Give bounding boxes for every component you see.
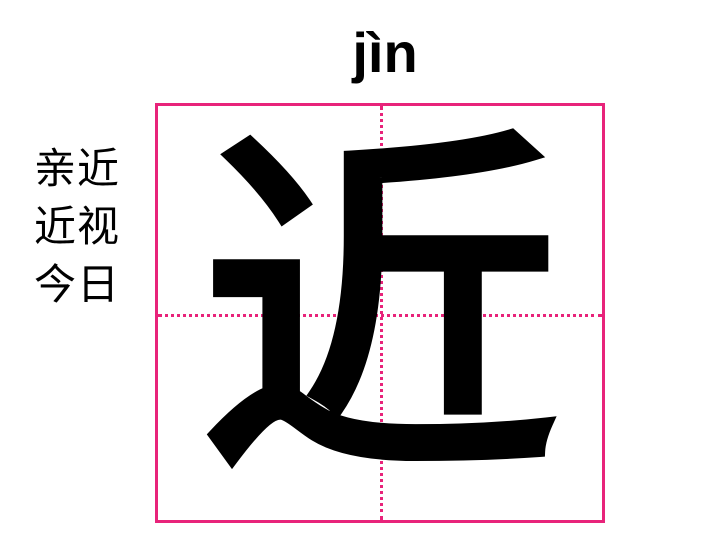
word-list: 亲近 近视 今日 xyxy=(34,140,144,314)
word-item: 近视 xyxy=(34,202,121,251)
horizontal-guide-line xyxy=(158,314,602,317)
word-item: 亲近 xyxy=(34,144,121,193)
main-character: 近 xyxy=(200,103,560,522)
word-item: 今日 xyxy=(34,260,121,309)
character-grid: 近 xyxy=(155,103,605,523)
vertical-guide-line xyxy=(380,106,383,520)
pinyin-label: jìn xyxy=(352,21,418,84)
